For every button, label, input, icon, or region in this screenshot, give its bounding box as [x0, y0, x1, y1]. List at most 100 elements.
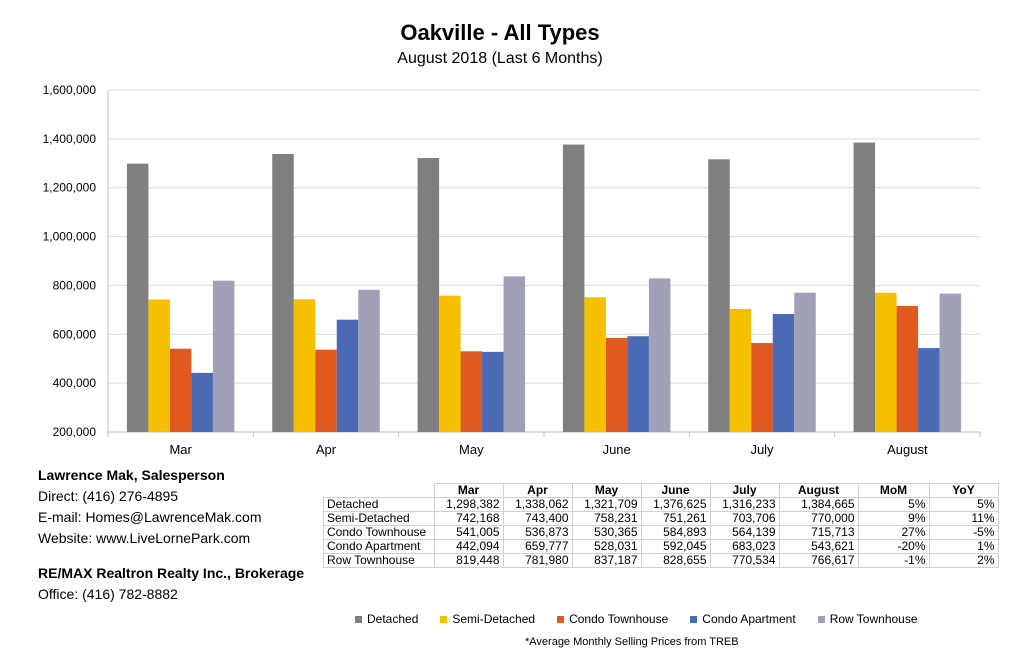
- chart-legend: Detached Semi-Detached Condo Townhouse Cond…: [355, 612, 940, 626]
- bar: [272, 153, 294, 432]
- table-cell: -1%: [857, 553, 930, 568]
- legend-swatch: [557, 615, 565, 623]
- bar: [562, 144, 585, 432]
- table-cell: 442,094: [433, 539, 504, 554]
- table-cell: 819,448: [433, 553, 504, 568]
- x-tick-label: May: [459, 442, 484, 457]
- x-tick-label: June: [603, 442, 631, 457]
- table-cell: 9%: [857, 511, 930, 526]
- table-cell: 1,384,665: [778, 497, 859, 512]
- table-header-cell: June: [640, 483, 711, 498]
- table-cell: 1,376,625: [640, 497, 711, 512]
- table-cell: 564,139: [709, 525, 780, 540]
- y-tick-label: 400,000: [53, 376, 97, 390]
- agent-email: E-mail: Homes@LawrenceMak.com: [38, 509, 262, 525]
- table-cell: 536,873: [502, 525, 573, 540]
- table-header-row: Mar Apr May June July August MoM YoY: [324, 483, 999, 498]
- bar: [605, 337, 628, 432]
- brokerage-contact: RE/MAX Realtron Realty Inc., Brokerage O…: [38, 563, 304, 605]
- table-cell: 584,893: [640, 525, 711, 540]
- bar: [772, 314, 795, 432]
- bar: [503, 276, 526, 432]
- table-cell: 828,655: [640, 553, 711, 568]
- table-header-cell: Apr: [502, 483, 573, 498]
- legend-item: Detached: [355, 612, 418, 626]
- table-header-cell: July: [709, 483, 780, 498]
- brokerage-name: RE/MAX Realtron Realty Inc., Brokerage: [38, 565, 305, 581]
- table-cell: 770,000: [778, 511, 859, 526]
- bar: [439, 295, 461, 432]
- table-cell: 715,713: [778, 525, 859, 540]
- table-header-cell: YoY: [928, 483, 999, 498]
- legend-label: Row Townhouse: [829, 612, 918, 626]
- agent-name: Lawrence Mak, Salesperson: [38, 467, 225, 483]
- bar: [729, 308, 752, 432]
- legend-item: Row Townhouse: [817, 612, 918, 626]
- table-cell: 683,023: [709, 539, 780, 554]
- table-row-label: Semi-Detached: [323, 511, 435, 526]
- table-cell: 743,400: [502, 511, 573, 526]
- table-row: Row Townhouse 819,448 781,980 837,187 828,65…: [323, 553, 999, 568]
- bar: [875, 292, 897, 432]
- agent-contact: Lawrence Mak, Salesperson Direct: (416) …: [38, 465, 262, 549]
- bar: [358, 289, 380, 432]
- table-cell: 27%: [857, 525, 930, 540]
- bar: [896, 306, 919, 432]
- table-cell: -20%: [857, 539, 930, 554]
- legend-swatch: [817, 615, 825, 623]
- bar: [191, 372, 213, 432]
- table-cell: 781,980: [502, 553, 573, 568]
- bar: [584, 297, 606, 432]
- x-tick-label: July: [750, 442, 774, 457]
- legend-item: Condo Apartment: [690, 612, 796, 626]
- bar: [336, 319, 359, 432]
- table-row-label: Condo Townhouse: [323, 525, 435, 540]
- table-cell: 1,321,709: [571, 497, 642, 512]
- table-row: Detached 1,298,382 1,338,062 1,321,709 1,376…: [323, 497, 999, 512]
- legend-swatch: [690, 615, 698, 623]
- chart-title: Oakville - All Types: [400, 20, 600, 45]
- y-tick-label: 1,200,000: [43, 181, 97, 195]
- table-cell: 751,261: [640, 511, 711, 526]
- table-cell: 837,187: [571, 553, 642, 568]
- bar: [648, 278, 671, 432]
- table-header-corner: [324, 484, 435, 498]
- table-header-cell: Mar: [433, 483, 504, 498]
- bar: [460, 351, 483, 432]
- table-cell: 766,617: [778, 553, 859, 568]
- bar: [126, 163, 149, 432]
- bar: [751, 343, 773, 432]
- bar: [708, 159, 730, 432]
- table-header-cell: MoM: [857, 483, 930, 498]
- table-cell: 2%: [928, 553, 999, 568]
- bar: [417, 157, 440, 432]
- chart-subtitle: August 2018 (Last 6 Months): [397, 50, 603, 67]
- table-cell: 758,231: [571, 511, 642, 526]
- table-cell: 528,031: [571, 539, 642, 554]
- bar: [794, 292, 816, 432]
- legend-label: Condo Apartment: [702, 612, 796, 626]
- y-tick-label: 800,000: [53, 278, 97, 292]
- bar: [212, 280, 235, 432]
- table-cell: -5%: [928, 525, 999, 540]
- bar: [918, 348, 940, 432]
- x-tick-label: Mar: [169, 442, 192, 457]
- bar: [482, 351, 504, 432]
- bar: [939, 293, 962, 432]
- table-row: Semi-Detached 742,168 743,400 758,231 751,26…: [323, 511, 999, 526]
- table-cell: 530,365: [571, 525, 642, 540]
- table-cell: 592,045: [640, 539, 711, 554]
- legend-item: Semi-Detached: [440, 612, 535, 626]
- bar: [169, 348, 192, 432]
- legend-label: Condo Townhouse: [569, 612, 669, 626]
- table-cell: 703,706: [709, 511, 780, 526]
- table-cell: 770,534: [709, 553, 780, 568]
- table-cell: 659,777: [502, 539, 573, 554]
- table-row: Condo Apartment 442,094 659,777 528,031 592,…: [323, 539, 999, 554]
- y-tick-label: 1,000,000: [43, 230, 97, 244]
- table-cell: 543,621: [778, 539, 859, 554]
- bar: [853, 142, 876, 432]
- table-cell: 541,005: [433, 525, 504, 540]
- table-row-label: Condo Apartment: [323, 539, 435, 554]
